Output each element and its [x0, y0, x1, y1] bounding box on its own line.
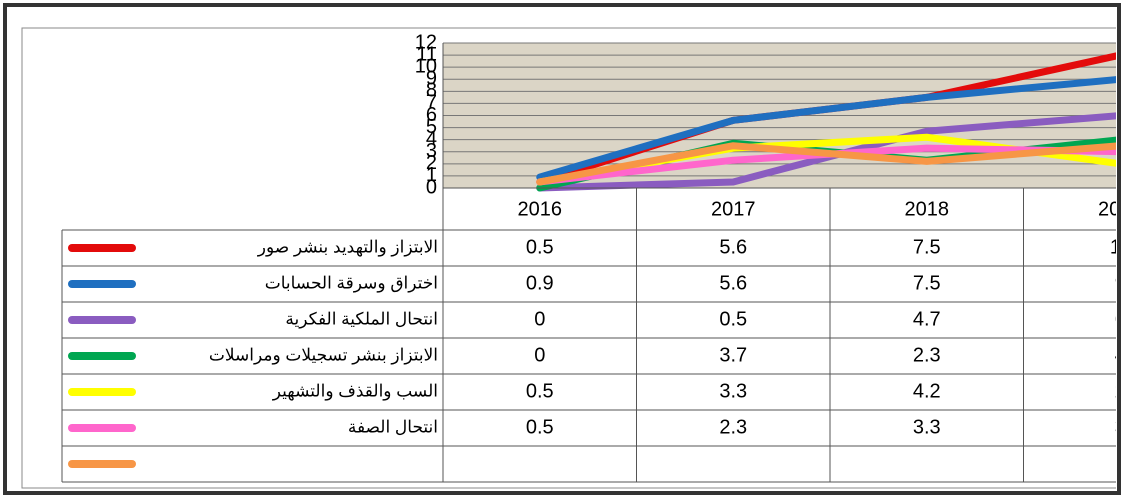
y-tick-label: 8 — [426, 80, 437, 102]
table-value: 0.5 — [526, 416, 554, 438]
table-value: 4.7 — [913, 308, 941, 330]
table-value: 2.3 — [913, 344, 941, 366]
legend-label: الابتزاز بنشر تسجيلات ومراسلات — [209, 345, 438, 365]
table-value: 5.6 — [719, 236, 747, 258]
table-value: 2.3 — [719, 416, 747, 438]
table-value: 0.5 — [526, 236, 554, 258]
y-tick-label: 0 — [426, 176, 437, 198]
outer-border — [3, 3, 1121, 495]
legend-label: الابتزاز والتهديد بنشر صور — [257, 237, 438, 257]
table-value: 0 — [534, 344, 545, 366]
legend-label: انتحال الصفة — [348, 417, 438, 436]
y-tick-label: 7 — [426, 92, 437, 114]
series-line — [536, 142, 1116, 186]
table-value: 7.5 — [913, 272, 941, 294]
x-tick-label: 2016 — [518, 198, 563, 220]
chart-area: 01234567891011122016201720182019الابتزاز… — [21, 27, 1124, 489]
chart-frame — [21, 27, 1116, 489]
y-tick-label: 2 — [426, 152, 437, 174]
y-tick-label: 10 — [415, 55, 437, 77]
y-tick-label: 4 — [426, 128, 437, 150]
legend-label: اختراق وسرقة الحسابات — [265, 273, 438, 293]
table-value: 4 — [1115, 344, 1124, 366]
y-tick-label: 5 — [426, 116, 437, 138]
y-tick-label: 9 — [426, 68, 437, 90]
table-value: 11 — [1110, 236, 1124, 258]
table-value: 3.7 — [719, 344, 747, 366]
table-value: 9 — [1115, 272, 1124, 294]
y-tick-label: 12 — [415, 31, 437, 53]
table-value: 0 — [534, 308, 545, 330]
y-tick-label: 1 — [426, 164, 437, 186]
x-tick-label: 2018 — [905, 198, 950, 220]
table-value: 2 — [1115, 380, 1124, 402]
y-tick-label: 11 — [416, 43, 437, 65]
table-value: 0.5 — [526, 380, 554, 402]
y-tick-label: 3 — [426, 140, 437, 162]
legend-label: السب والقذف والتشهير — [272, 381, 438, 401]
legend-label: انتحال الملكية الفكرية — [285, 309, 438, 329]
table-value: 0.9 — [526, 272, 554, 294]
table-value: 6 — [1115, 308, 1124, 330]
table-value: 3.3 — [719, 380, 747, 402]
x-tick-label: 2017 — [711, 198, 756, 220]
table-value: 0.5 — [719, 308, 747, 330]
table-value: 5.6 — [719, 272, 747, 294]
series-line — [536, 76, 1116, 181]
table-value: 3.3 — [913, 416, 941, 438]
table-value: 7.5 — [913, 236, 941, 258]
y-tick-label: 6 — [426, 104, 437, 126]
table-value: 3 — [1115, 416, 1124, 438]
x-tick-label: 2019 — [1098, 198, 1124, 220]
table-value: 4.2 — [913, 380, 941, 402]
